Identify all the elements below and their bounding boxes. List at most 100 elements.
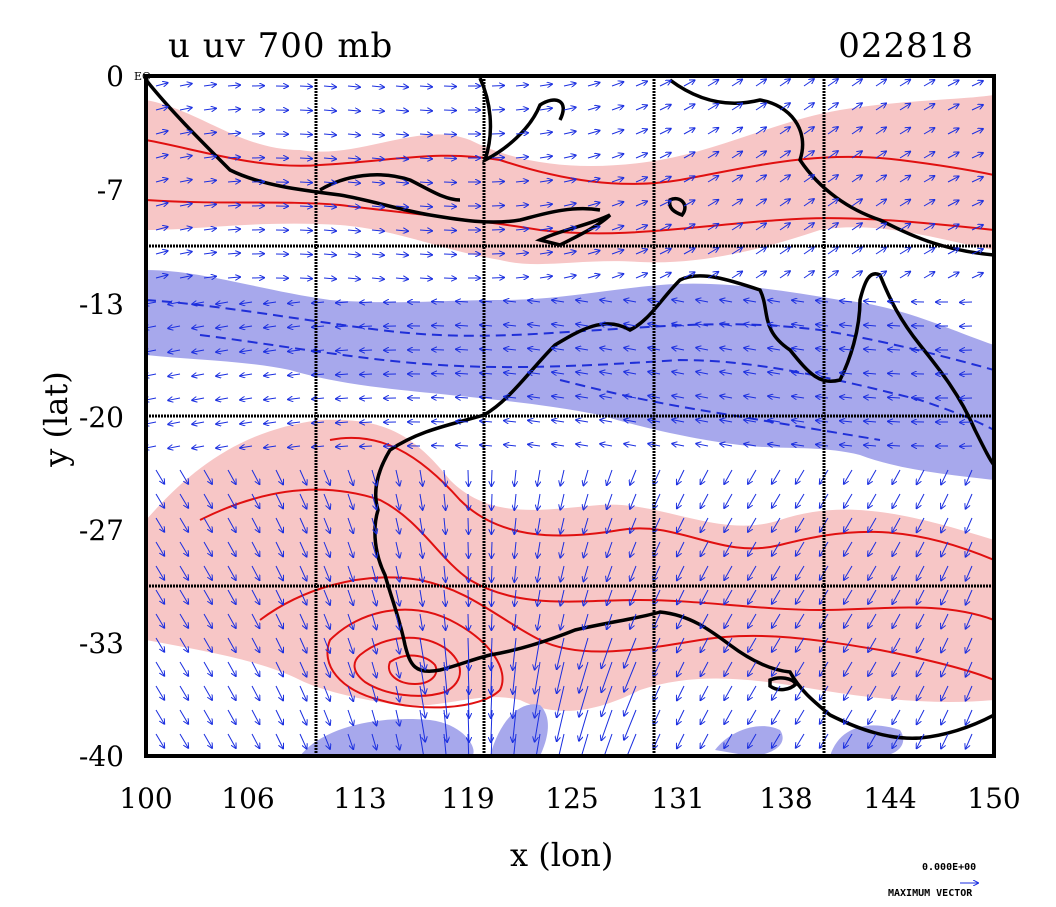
wind-vector (155, 83, 168, 86)
wind-vector (288, 422, 301, 423)
wind-vector (768, 348, 781, 350)
wind-vector (395, 86, 408, 87)
wind-vector (744, 324, 757, 326)
wind-vector (892, 541, 901, 556)
wind-vector (360, 350, 373, 351)
wind-vector (624, 709, 637, 740)
wind-vector (917, 709, 925, 724)
wind-vector (275, 661, 283, 676)
wind-vector (600, 444, 613, 446)
wind-vector (840, 325, 853, 326)
wind-vector (731, 128, 742, 135)
wind-vector (312, 446, 325, 447)
wind-vector (179, 589, 188, 604)
wind-vector (251, 661, 259, 676)
wind-vector (971, 129, 983, 135)
wind-vector (299, 182, 312, 183)
wind-vector (917, 637, 925, 652)
wind-vector (701, 613, 709, 628)
wind-vector (179, 661, 188, 676)
wind-vector (600, 372, 613, 374)
wind-vector (583, 469, 589, 485)
wind-vector (323, 541, 330, 557)
wind-vector (168, 422, 181, 424)
wind-vector (576, 420, 589, 422)
wind-vector (772, 709, 781, 724)
wind-vector (611, 130, 623, 135)
wind-vector (336, 326, 349, 327)
wind-vector (264, 446, 277, 448)
wind-vector (227, 565, 236, 580)
wind-vector (203, 589, 212, 604)
wind-vector (683, 80, 695, 87)
wind-vector (755, 79, 766, 87)
wind-vector (864, 373, 877, 374)
wind-vector (851, 103, 862, 111)
wind-vector (323, 182, 336, 183)
wind-vector (744, 420, 757, 422)
wind-vector (844, 661, 853, 676)
wind-vector (677, 637, 685, 652)
wind-vector (203, 204, 216, 206)
wind-vector (227, 493, 236, 508)
wind-vector (216, 302, 229, 304)
wind-vector (227, 109, 240, 110)
wind-vector (264, 374, 277, 376)
wind-vector (868, 493, 877, 508)
wind-vector (275, 565, 283, 580)
wind-vector (796, 493, 805, 508)
wind-vector (917, 493, 925, 508)
wind-vector (155, 733, 164, 748)
wind-vector (419, 158, 432, 159)
x-tick-label: 100 (119, 782, 173, 815)
wind-vector (275, 637, 283, 652)
wind-vector (971, 273, 983, 279)
wind-vector (251, 613, 259, 628)
wind-vector (203, 541, 212, 556)
wind-vector (892, 589, 901, 604)
wind-vector (560, 565, 565, 582)
wind-vector (947, 176, 959, 183)
wind-vector (312, 398, 325, 399)
wind-vector (827, 79, 838, 87)
wind-vector (227, 661, 236, 676)
wind-vector (491, 85, 504, 86)
wind-vector (179, 541, 188, 556)
wind-vector (748, 541, 757, 556)
wind-vector (683, 272, 695, 279)
wind-vector (264, 422, 277, 424)
wind-vector (371, 517, 376, 533)
wind-vector (724, 565, 733, 580)
wind-vector (648, 444, 661, 446)
wind-vector (941, 685, 949, 700)
wind-vector (323, 110, 336, 111)
wind-vector (607, 541, 613, 557)
y-tick-label: -7 (96, 174, 124, 207)
wind-vector (155, 469, 164, 484)
wind-vector (724, 685, 733, 700)
wind-vector (583, 589, 589, 605)
x-tick-label: 119 (441, 782, 495, 815)
wind-vector (456, 373, 469, 374)
wind-vector (844, 565, 853, 580)
wind-vector (155, 541, 164, 556)
wind-vector (560, 541, 565, 558)
wind-vector (395, 134, 408, 135)
wind-vector (227, 277, 240, 278)
wind-vector (868, 637, 877, 652)
wind-vector (216, 350, 229, 352)
wind-vector (371, 278, 384, 279)
wind-vector (216, 398, 229, 400)
y-axis-label: y (lat) (37, 371, 75, 467)
wind-vector (395, 565, 400, 582)
wind-vector (155, 709, 164, 724)
wind-vector (491, 277, 504, 278)
wind-vector (480, 373, 493, 374)
wind-vector (203, 493, 212, 508)
wind-vector (720, 396, 733, 398)
wind-vector (971, 177, 983, 183)
wind-vector (491, 613, 492, 630)
wind-vector (659, 153, 671, 159)
wind-vector (179, 252, 192, 254)
wind-vector (480, 397, 493, 398)
